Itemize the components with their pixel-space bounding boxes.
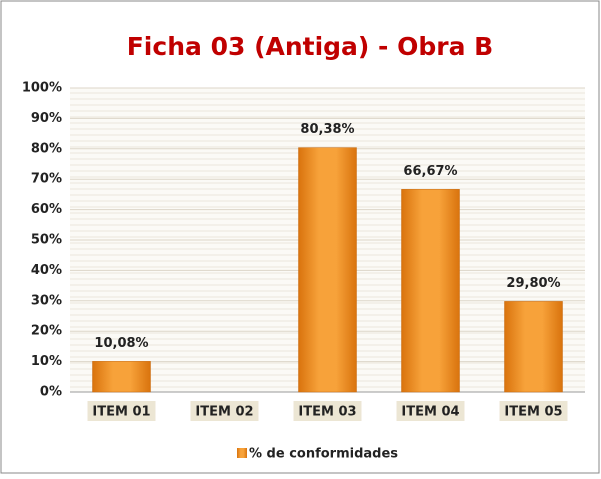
y-tick-label: 80% (31, 141, 62, 156)
bar (401, 189, 460, 393)
y-tick-label: 100% (22, 81, 62, 96)
y-tick-label: 30% (31, 293, 62, 308)
x-label-box (190, 401, 259, 421)
y-tick-label: 0% (40, 385, 62, 400)
y-tick-label: 20% (31, 324, 62, 339)
y-tick-label: 60% (31, 202, 62, 217)
bar (92, 361, 151, 393)
data-label: 10,08% (94, 336, 148, 351)
x-tick-label: ITEM 01 (92, 405, 150, 420)
x-tick-label: ITEM 03 (298, 405, 356, 420)
x-tick-label: ITEM 05 (504, 405, 562, 420)
x-tick-label: ITEM 04 (401, 405, 459, 420)
x-label-box (499, 401, 568, 421)
y-tick-label: 10% (31, 354, 62, 369)
x-label-box (293, 401, 362, 421)
x-tick-label: ITEM 02 (195, 405, 253, 420)
data-label: 66,67% (403, 164, 457, 179)
bar (298, 147, 357, 393)
y-tick-label: 70% (31, 172, 62, 187)
data-label: 80,38% (300, 122, 354, 137)
y-tick-label: 90% (31, 111, 62, 126)
chart-title: Ficha 03 (Antiga) - Obra B (127, 32, 494, 61)
legend-swatch (237, 448, 247, 458)
data-label: 29,80% (506, 276, 560, 291)
legend-label: % de conformidades (249, 447, 398, 462)
x-label-box (87, 401, 156, 421)
bar (504, 301, 563, 393)
y-tick-label: 40% (31, 263, 62, 278)
x-label-box (396, 401, 465, 421)
y-tick-label: 50% (31, 233, 62, 248)
